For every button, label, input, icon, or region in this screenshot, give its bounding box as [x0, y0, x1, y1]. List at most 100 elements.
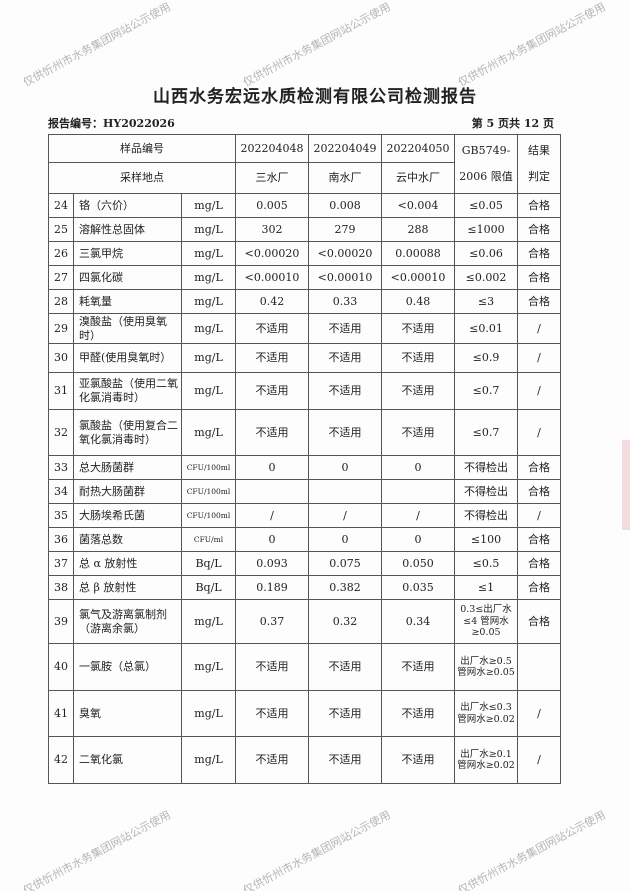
- value: 不适用: [308, 343, 383, 373]
- limit: 出厂水≤0.3 管网水≥0.02: [454, 690, 519, 737]
- table-row: 27 四氯化碳 mg/L <0.00010 <0.00010 <0.00010 ≤0.002…: [48, 265, 562, 290]
- value: 不适用: [308, 372, 383, 410]
- limit: 不得检出: [454, 479, 519, 504]
- limit: ≤0.06: [454, 241, 519, 266]
- row-number: 37: [48, 551, 74, 576]
- value: 288: [381, 217, 456, 242]
- value: <0.00010: [235, 265, 310, 290]
- table-row: 25 溶解性总固体 mg/L 302 279 288 ≤1000 合格: [48, 217, 562, 242]
- limit: ≤1000: [454, 217, 519, 242]
- row-number: 27: [48, 265, 74, 290]
- value: 0: [381, 527, 456, 552]
- unit: mg/L: [180, 241, 237, 266]
- item-name: 铬（六价）: [73, 193, 182, 218]
- watermark: 仅供忻州市水务集团网站公示使用: [455, 0, 608, 90]
- table-row: 35 大肠埃希氏菌 CFU/100ml / / / 不得检出 /: [48, 503, 562, 528]
- item-name: 总大肠菌群: [73, 455, 182, 480]
- page-info: 第 5 页共 12 页: [471, 117, 554, 130]
- results-table: 样品编号 202204048 202204049 202204050 GB574…: [47, 134, 562, 784]
- item-name: 臭氧: [73, 690, 182, 737]
- result: 合格: [517, 551, 562, 576]
- value: 0.005: [235, 193, 310, 218]
- item-name: 大肠埃希氏菌: [73, 503, 182, 528]
- result: /: [517, 690, 562, 737]
- value: <0.00020: [308, 241, 383, 266]
- table-row: 37 总 α 放射性 Bq/L 0.093 0.075 0.050 ≤0.5 合格: [48, 551, 562, 576]
- table-row: 33 总大肠菌群 CFU/100ml 0 0 0 不得检出 合格: [48, 455, 562, 480]
- table-row: 36 菌落总数 CFU/ml 0 0 0 ≤100 合格: [48, 527, 562, 552]
- table-row: 42 二氧化氯 mg/L 不适用 不适用 不适用 出厂水≥0.1 管网水≥0.02/: [48, 736, 562, 784]
- table-row: 24 铬（六价） mg/L 0.005 0.008 <0.004 ≤0.05 合格: [48, 193, 562, 218]
- item-name: 菌落总数: [73, 527, 182, 552]
- sample-no-label: 样品编号: [47, 134, 237, 163]
- header-row-site: 采样地点 三水厂 南水厂 云中水厂: [47, 162, 561, 194]
- limit: ≤0.7: [454, 372, 519, 410]
- sample-no: 202204050: [381, 134, 456, 163]
- value: 0.035: [381, 575, 456, 600]
- row-number: 26: [48, 241, 74, 266]
- row-number: 35: [48, 503, 74, 528]
- result: 合格: [517, 217, 562, 242]
- unit: mg/L: [180, 372, 237, 410]
- limit: ≤0.7: [454, 409, 519, 456]
- value: 不适用: [308, 409, 383, 456]
- result: 合格: [517, 265, 562, 290]
- result: 合格: [517, 479, 562, 504]
- value: 不适用: [235, 736, 310, 784]
- item-name: 亚氯酸盐（使用二氧化氯消毒时）: [73, 372, 182, 410]
- value: 不适用: [381, 643, 456, 691]
- value: 0.32: [308, 599, 383, 644]
- result: /: [517, 372, 562, 410]
- limit: ≤1: [454, 575, 519, 600]
- unit: mg/L: [180, 193, 237, 218]
- result: 合格: [517, 241, 562, 266]
- table-row: 28 耗氧量 mg/L 0.42 0.33 0.48 ≤3 合格: [48, 289, 562, 314]
- row-number: 34: [48, 479, 74, 504]
- row-number: 32: [48, 409, 74, 456]
- limit-label: GB5749-: [461, 143, 511, 157]
- site: 三水厂: [235, 162, 310, 194]
- result: 合格: [517, 193, 562, 218]
- result: /: [517, 313, 562, 344]
- value: 不适用: [235, 409, 310, 456]
- watermark: 仅供忻州市水务集团网站公示使用: [240, 808, 393, 891]
- result-label: 判定: [528, 170, 551, 183]
- value: <0.00010: [308, 265, 383, 290]
- limit: 不得检出: [454, 455, 519, 480]
- value: <0.00020: [235, 241, 310, 266]
- value: 0: [235, 455, 310, 480]
- value: /: [381, 503, 456, 528]
- value: 不适用: [235, 313, 310, 344]
- item-name: 氯酸盐（使用复合二氧化氯消毒时）: [73, 409, 182, 456]
- unit: CFU/100ml: [180, 479, 237, 504]
- row-number: 38: [48, 575, 74, 600]
- limit: 出厂水≥0.1 管网水≥0.02: [454, 736, 519, 784]
- result: 合格: [517, 599, 562, 644]
- value: 0: [235, 527, 310, 552]
- value: <0.004: [381, 193, 456, 218]
- limit: 出厂水≥0.5 管网水≥0.05: [454, 643, 519, 691]
- row-number: 31: [48, 372, 74, 410]
- value: 0: [308, 455, 383, 480]
- item-name: 三氯甲烷: [73, 241, 182, 266]
- value: 0.37: [235, 599, 310, 644]
- unit: mg/L: [180, 643, 237, 691]
- value: 不适用: [235, 343, 310, 373]
- item-name: 溶解性总固体: [73, 217, 182, 242]
- value: 0.075: [308, 551, 383, 576]
- value: /: [308, 503, 383, 528]
- item-name: 耐热大肠菌群: [73, 479, 182, 504]
- row-number: 36: [48, 527, 74, 552]
- item-name: 总 β 放射性: [73, 575, 182, 600]
- item-name: 一氯胺（总氯）: [73, 643, 182, 691]
- unit: mg/L: [180, 599, 237, 644]
- value: 不适用: [235, 372, 310, 410]
- result: /: [517, 503, 562, 528]
- table-row: 30 甲醛(使用臭氧时） mg/L 不适用 不适用 不适用 ≤0.9/: [48, 343, 562, 373]
- table-row: 38 总 β 放射性 Bq/L 0.189 0.382 0.035 ≤1 合格: [48, 575, 562, 600]
- value: 0: [381, 455, 456, 480]
- sample-no: 202204049: [308, 134, 383, 163]
- value: 不适用: [308, 736, 383, 784]
- watermark: 仅供忻州市水务集团网站公示使用: [20, 808, 173, 891]
- value: 不适用: [381, 313, 456, 344]
